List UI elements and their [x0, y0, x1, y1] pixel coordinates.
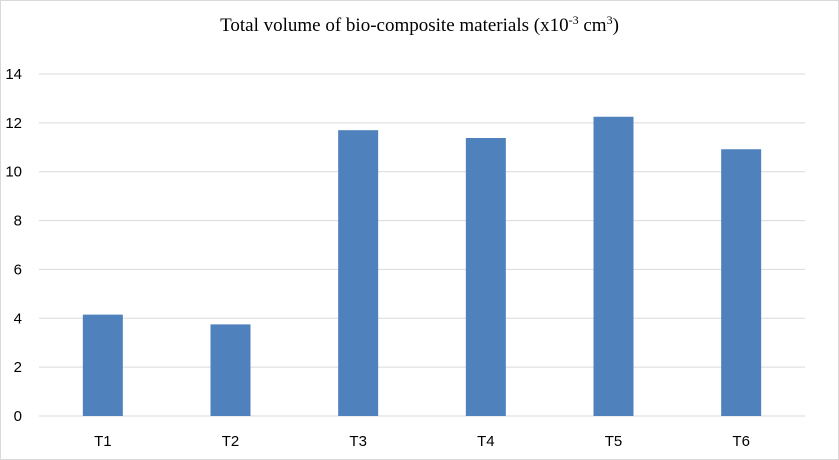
x-tick-label: T2 — [222, 433, 240, 450]
x-axis-ticks: T1 T2 T3 T4 T5 T6 — [94, 433, 750, 450]
x-tick-label: T4 — [477, 433, 495, 450]
y-tick-label: 10 — [5, 164, 22, 181]
bar-t5 — [593, 116, 634, 416]
x-tick-label: T5 — [605, 433, 623, 450]
x-tick-label: T6 — [732, 433, 750, 450]
y-axis-ticks: 0 2 4 6 8 10 12 14 — [5, 66, 22, 425]
bar-t1 — [82, 314, 123, 416]
bars — [82, 116, 762, 417]
chart-title: Total volume of bio-composite materials … — [220, 13, 619, 36]
bar-t2 — [210, 324, 251, 416]
bar-t4 — [465, 138, 506, 416]
y-tick-label: 8 — [14, 213, 22, 230]
gridlines — [39, 73, 805, 417]
y-tick-label: 4 — [14, 310, 22, 327]
bar-t6 — [721, 149, 762, 417]
y-tick-label: 12 — [5, 115, 22, 132]
y-tick-label: 14 — [5, 66, 22, 83]
x-tick-label: T3 — [349, 433, 367, 450]
y-tick-label: 6 — [14, 261, 22, 278]
y-tick-label: 0 — [14, 408, 22, 425]
bar-t3 — [338, 130, 379, 416]
x-tick-label: T1 — [94, 433, 112, 450]
y-tick-label: 2 — [14, 359, 22, 376]
